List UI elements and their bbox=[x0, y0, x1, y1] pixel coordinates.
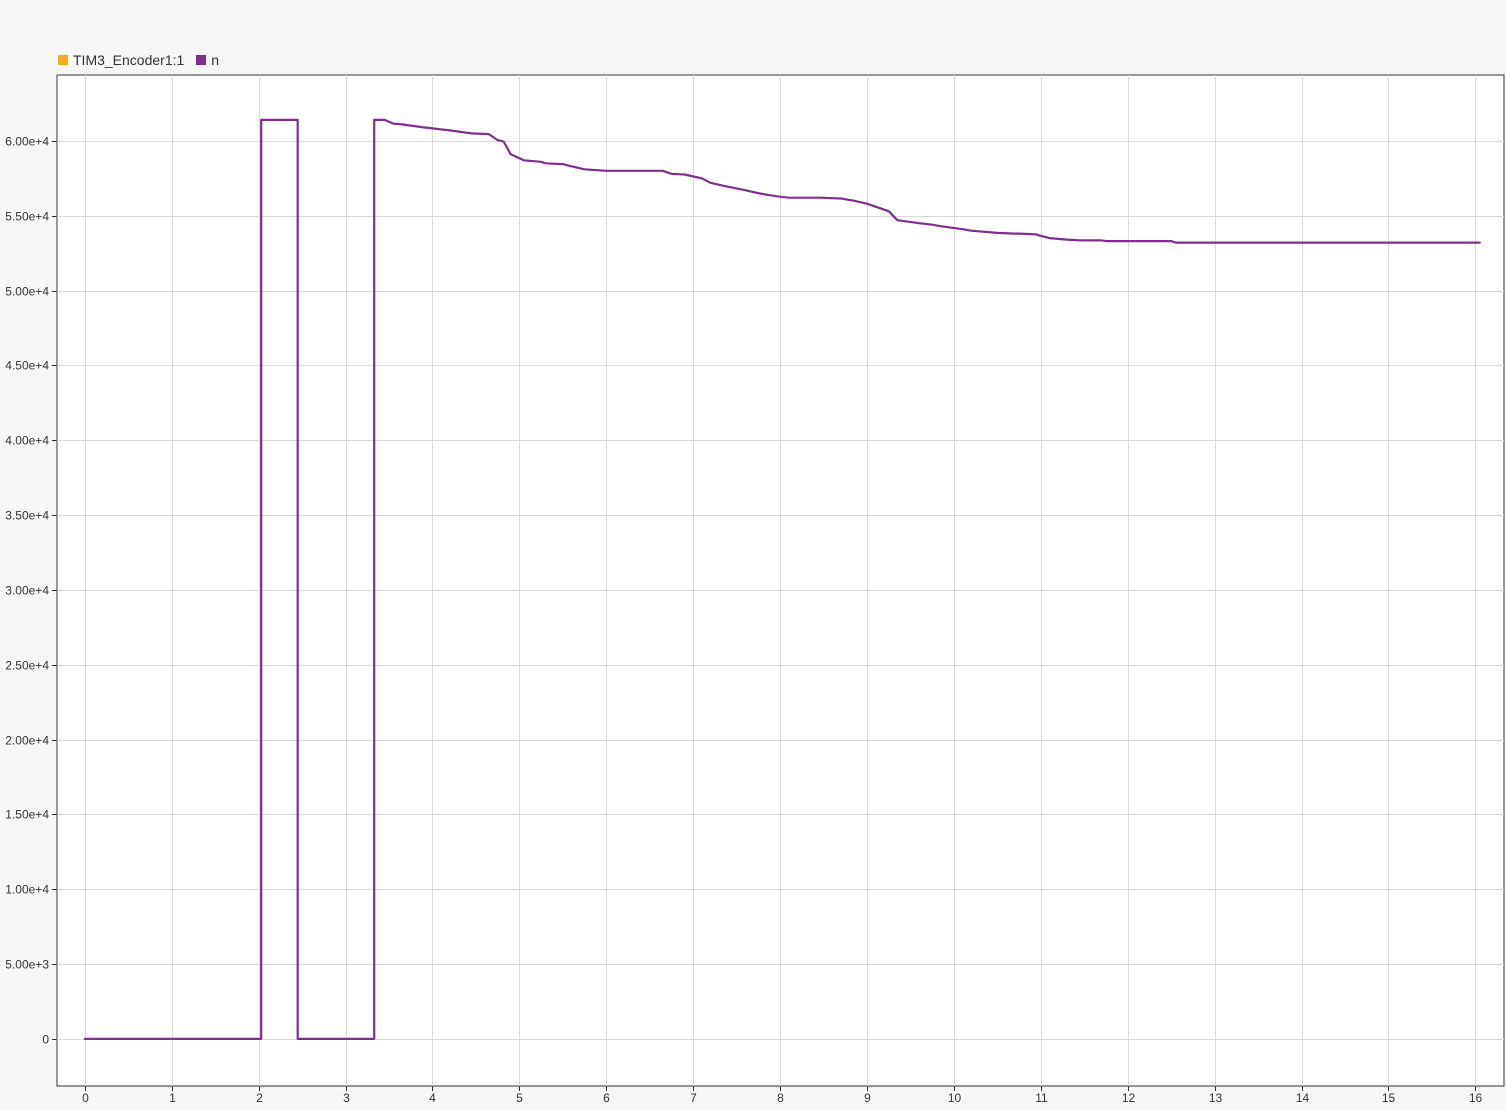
x-tick-label: 7 bbox=[690, 1091, 697, 1105]
y-tick-label: 4.00e+4 bbox=[5, 434, 49, 448]
x-tick-label: 1 bbox=[169, 1091, 176, 1105]
x-tick-label: 0 bbox=[82, 1091, 89, 1105]
x-tick-label: 13 bbox=[1209, 1091, 1223, 1105]
y-tick-label: 3.50e+4 bbox=[5, 509, 49, 523]
x-tick-label: 4 bbox=[429, 1091, 436, 1105]
y-tick-label: 2.50e+4 bbox=[5, 659, 49, 673]
y-tick-label: 6.00e+4 bbox=[5, 135, 49, 149]
x-tick-label: 14 bbox=[1296, 1091, 1310, 1105]
x-tick-label: 8 bbox=[777, 1091, 784, 1105]
x-tick-label: 10 bbox=[948, 1091, 962, 1105]
x-tick-label: 3 bbox=[343, 1091, 350, 1105]
x-axis: 0 1 2 3 4 5 6 7 8 9 10 11 12 13 14 15 16 bbox=[82, 1086, 1482, 1105]
legend-item-tim3-encoder[interactable]: TIM3_Encoder1:1 bbox=[58, 52, 184, 68]
x-tick-label: 16 bbox=[1469, 1091, 1483, 1105]
y-tick-label: 5.50e+4 bbox=[5, 210, 49, 224]
series-line-n[interactable] bbox=[83, 118, 1481, 1041]
x-tick-label: 15 bbox=[1382, 1091, 1396, 1105]
x-tick-label: 6 bbox=[603, 1091, 610, 1105]
x-tick-label: 9 bbox=[864, 1091, 871, 1105]
y-tick-label: 5.00e+3 bbox=[5, 958, 49, 972]
y-tick-label: 3.00e+4 bbox=[5, 584, 49, 598]
y-tick-label: 1.50e+4 bbox=[5, 808, 49, 822]
y-tick-label: 4.50e+4 bbox=[5, 359, 49, 373]
x-tick-label: 11 bbox=[1035, 1091, 1048, 1105]
legend-swatch-tim3-encoder bbox=[58, 55, 68, 65]
x-tick-label: 12 bbox=[1122, 1091, 1136, 1105]
y-tick-label: 1.00e+4 bbox=[5, 883, 49, 897]
series-layer bbox=[83, 118, 1481, 1041]
legend-item-n[interactable]: n bbox=[196, 52, 219, 68]
y-tick-label: 2.00e+4 bbox=[5, 734, 49, 748]
x-tick-label: 5 bbox=[516, 1091, 523, 1105]
legend: TIM3_Encoder1:1 n bbox=[58, 51, 231, 69]
grid bbox=[57, 75, 1504, 1086]
x-tick-label: 2 bbox=[256, 1091, 263, 1105]
y-tick-label: 5.00e+4 bbox=[5, 285, 49, 299]
legend-label-tim3-encoder: TIM3_Encoder1:1 bbox=[73, 52, 185, 68]
legend-swatch-n bbox=[196, 55, 207, 65]
legend-label-n: n bbox=[211, 52, 220, 68]
y-axis: 0 5.00e+3 1.00e+4 1.50e+4 2.00e+4 2.50e+4 3.00… bbox=[5, 135, 57, 1047]
y-tick-label: 0 bbox=[42, 1033, 49, 1047]
